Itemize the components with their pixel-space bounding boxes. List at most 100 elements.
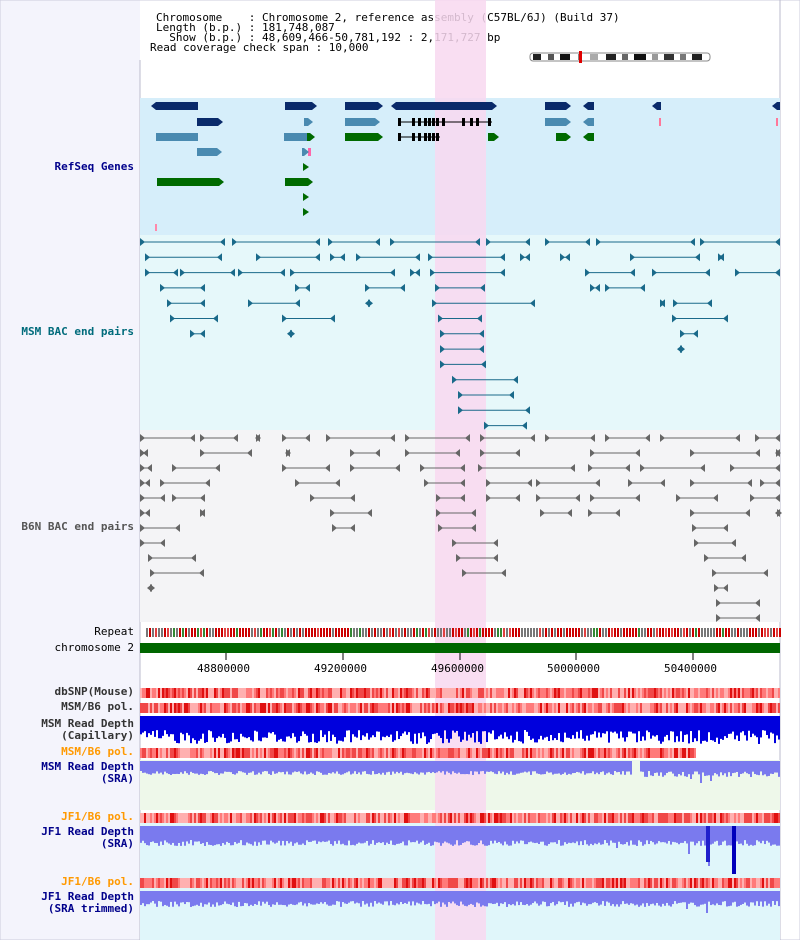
jf1-b6-pol-trimmed-heat xyxy=(192,878,194,888)
msm-read-depth-sra-bar xyxy=(496,761,498,775)
jf1-b6-pol-trimmed-heat xyxy=(252,878,254,888)
b6n-bac-pair-end xyxy=(200,449,205,457)
msm-read-depth-capillary-bar xyxy=(670,716,672,732)
jf1-read-depth-trimmed-bar xyxy=(368,891,370,907)
jf1-read-depth-trimmed-bar xyxy=(242,891,244,906)
repeat-element xyxy=(224,628,226,637)
jf1-b6-pol-heat xyxy=(642,813,644,823)
repeat-element xyxy=(470,628,472,637)
b6n-bac-pair-end xyxy=(690,509,695,517)
msm-b6-pol-heat xyxy=(514,703,516,713)
msm-b6-pol-sra-heat xyxy=(386,748,388,758)
jf1-b6-pol-trimmed-heat xyxy=(284,878,286,888)
label-column-bg xyxy=(0,0,140,940)
jf1-read-depth-trimmed-bar xyxy=(516,891,518,902)
msm-b6-pol-sra-heat xyxy=(620,748,622,758)
jf1-b6-pol-trimmed-heat xyxy=(486,878,488,888)
msm-b6-pol-heat xyxy=(550,703,552,713)
msm-read-depth-capillary-bar xyxy=(586,716,588,736)
jf1-b6-pol-heat xyxy=(678,813,680,823)
msm-b6-pol-heat xyxy=(144,703,146,713)
dbsnp-heat xyxy=(532,688,534,698)
coverage-span-info-line: Read coverage check span : 10,000 xyxy=(150,41,369,54)
dbsnp-heat xyxy=(624,688,626,698)
msm-read-depth-sra-bar xyxy=(238,761,240,772)
ideogram-band xyxy=(590,54,598,60)
jf1-read-depth-trimmed-bar xyxy=(652,891,654,904)
msm-b6-pol-heat xyxy=(482,703,484,713)
b6n-bac-pair-end xyxy=(716,599,721,607)
msm-read-depth-capillary-bar xyxy=(734,716,736,740)
msm-read-depth-capillary-bar xyxy=(414,716,416,734)
jf1-read-depth-bar xyxy=(338,826,340,841)
jf1-b6-pol-heat xyxy=(286,813,288,823)
msm-read-depth-capillary-bar xyxy=(524,716,526,731)
dbsnp-heat xyxy=(384,688,386,698)
dbsnp-heat xyxy=(270,688,272,698)
refseq-genes-label: RefSeq Genes xyxy=(54,160,134,173)
jf1-read-depth-trimmed-bar xyxy=(608,891,610,903)
dbsnp-heat xyxy=(462,688,464,698)
msm-bac-pair-end xyxy=(415,253,420,262)
msm-b6-pol-sra-heat xyxy=(328,748,330,758)
jf1-read-depth-trimmed-bar xyxy=(350,891,352,902)
msm-read-depth-capillary-bar xyxy=(148,716,150,734)
jf1-b6-pol-heat xyxy=(478,813,480,823)
msm-read-depth-sra-bar xyxy=(388,761,390,772)
msm-b6-pol-sra-heat xyxy=(374,748,376,758)
dbsnp-heat xyxy=(166,688,168,698)
repeat-element xyxy=(557,628,559,637)
msm-read-depth-sra-bar xyxy=(516,761,518,774)
msm-b6-pol-heat xyxy=(320,703,322,713)
msm-read-depth-capillary-bar xyxy=(588,716,590,741)
jf1-read-depth-trimmed-bar xyxy=(278,891,280,905)
msm-b6-pol-heat xyxy=(708,703,710,713)
jf1-read-depth-trimmed-bar xyxy=(758,891,760,907)
jf1-read-depth-trimmed-bar xyxy=(180,891,182,903)
dbsnp-heat xyxy=(430,688,432,698)
jf1-b6-pol-heat xyxy=(312,813,314,823)
msm-read-depth-sra-bar xyxy=(778,761,780,777)
msm-b6-pol-heat xyxy=(762,703,764,713)
msm-read-depth-capillary-bar xyxy=(410,716,412,742)
jf1-b6-pol-trimmed-heat xyxy=(186,878,188,888)
jf1-b6-pol-trimmed-heat xyxy=(266,878,268,888)
jf1-read-depth-bar xyxy=(426,826,428,844)
msm-read-depth-sra-bar xyxy=(708,761,710,776)
msm-b6-pol-heat xyxy=(254,703,256,713)
jf1-read-depth-trimmed-bar xyxy=(164,891,166,905)
msm-read-depth-sra-bar xyxy=(606,761,608,774)
msm-read-depth-capillary-bar xyxy=(426,716,428,744)
dbsnp-heat xyxy=(240,688,242,698)
dbsnp-heat xyxy=(174,688,176,698)
jf1-read-depth-bar xyxy=(182,826,184,842)
msm-read-depth-capillary-bar xyxy=(446,716,448,739)
jf1-b6-pol-trimmed-heat xyxy=(480,878,482,888)
jf1-read-depth-bar xyxy=(380,826,382,844)
dbsnp-heat xyxy=(660,688,662,698)
jf1-b6-pol-heat xyxy=(532,813,534,823)
msm-b6-pol-heat xyxy=(272,703,274,713)
b6n-bac-pair-end xyxy=(200,494,205,502)
dbsnp-heat xyxy=(222,688,224,698)
msm-read-depth-capillary-bar xyxy=(300,716,302,737)
msm-b6-pol-sra-heat xyxy=(308,748,310,758)
dbsnp-heat xyxy=(286,688,288,698)
jf1-read-depth-trimmed-bar xyxy=(444,891,446,905)
repeat-element xyxy=(698,628,700,637)
jf1-read-depth-bar xyxy=(642,826,644,846)
repeat-element xyxy=(179,628,181,637)
msm-read-depth-sra-bar xyxy=(380,761,382,775)
jf1-read-depth-trimmed-bar xyxy=(226,891,228,904)
jf1-read-depth-trimmed-bar xyxy=(416,891,418,903)
jf1-b6-pol-trimmed-heat xyxy=(438,878,440,888)
msm-b6-pol-heat xyxy=(716,703,718,713)
repeat-element xyxy=(434,628,436,637)
jf1-b6-pol-heat xyxy=(682,813,684,823)
dbsnp-heat xyxy=(246,688,248,698)
jf1-b6-pol-heat xyxy=(172,813,174,823)
msm-b6-pol-sra-heat xyxy=(398,748,400,758)
jf1-b6-pol-trimmed-heat xyxy=(378,878,380,888)
repeat-element xyxy=(449,628,451,637)
